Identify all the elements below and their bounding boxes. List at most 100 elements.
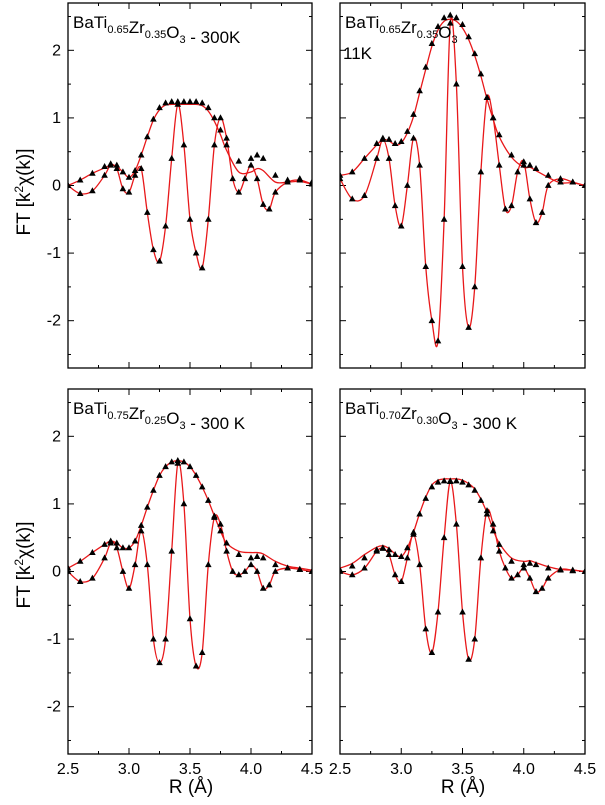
oscillation-data-point <box>198 649 206 656</box>
envelope-data-point <box>168 458 175 465</box>
envelope-data-point <box>76 176 84 183</box>
oscillation-data-point <box>495 161 503 168</box>
envelope-data-point <box>483 510 491 517</box>
oscillation-data-point <box>137 527 145 534</box>
envelope-data-point <box>205 496 212 503</box>
oscillation-data-point <box>459 263 466 270</box>
envelope-data-point <box>348 168 356 175</box>
x-axis-label-left: R (Å) <box>169 777 213 798</box>
envelope-data-point <box>557 178 564 185</box>
envelope-data-point <box>186 463 194 470</box>
oscillation-data-point <box>404 181 411 188</box>
x-tick-label: 4.0 <box>240 761 262 778</box>
oscillation-data-point <box>272 567 279 574</box>
envelope-data-point <box>259 554 267 561</box>
oscillation-data-point <box>186 215 194 222</box>
oscillation-data-point <box>131 171 139 178</box>
oscillation-data-point <box>495 547 503 554</box>
oscillation-data-point <box>76 578 84 585</box>
oscillation-data-point <box>144 208 151 215</box>
envelope-data-point <box>101 540 108 547</box>
oscillation-data-point <box>391 571 399 578</box>
envelope-data-point <box>156 471 163 478</box>
envelope-data-point <box>508 151 515 158</box>
oscillation-data-point <box>508 202 515 209</box>
envelope-data-point <box>391 139 399 146</box>
y-tick-label: -2 <box>47 699 61 716</box>
oscillation-data-point <box>168 547 175 554</box>
oscillation-data-point <box>569 566 577 573</box>
envelope-data-point <box>410 110 417 117</box>
envelope-data-point <box>422 63 430 70</box>
oscillation-data-point <box>557 565 564 572</box>
oscillation-data-point <box>340 567 344 574</box>
oscillation-data-point <box>422 625 430 632</box>
oscillation-data-point <box>186 615 194 622</box>
oscillation-data-point <box>397 578 405 585</box>
fit-oscillation-line <box>340 16 585 348</box>
oscillation-data-point <box>502 205 509 212</box>
envelope-data-point <box>508 557 515 564</box>
envelope-data-point <box>119 168 127 175</box>
oscillation-data-point <box>259 200 267 207</box>
oscillation-data-point <box>174 100 182 107</box>
oscillation-data-point <box>156 659 163 666</box>
oscillation-data-point <box>156 257 163 264</box>
y-axis-label-top: FT [k2χ(k)] <box>12 148 35 235</box>
panel-title: BaTi0.75Zr0.25O3 - 300 K <box>73 399 246 433</box>
envelope-data-point <box>385 135 393 142</box>
oscillation-data-point <box>538 208 546 215</box>
envelope-data-point <box>532 165 540 172</box>
envelope-data-point <box>150 115 157 122</box>
oscillation-data-point <box>440 534 448 541</box>
envelope-data-point <box>223 539 230 546</box>
oscillation-data-point <box>465 323 472 330</box>
envelope-data-point <box>89 169 96 176</box>
fit-envelope-line <box>68 459 312 571</box>
envelope-data-point <box>416 510 423 517</box>
oscillation-data-point <box>434 608 442 615</box>
oscillation-data-point <box>379 135 387 142</box>
y-tick-label: 0 <box>52 564 61 581</box>
oscillation-data-point <box>296 176 304 183</box>
oscillation-data-point <box>416 561 423 568</box>
oscillation-data-point <box>284 564 291 571</box>
envelope-data-point <box>465 33 472 40</box>
oscillation-data-point <box>259 584 267 591</box>
y-tick-label: -2 <box>47 313 61 330</box>
envelope-data-point <box>404 544 411 551</box>
oscillation-data-point <box>544 181 552 188</box>
oscillation-data-point <box>385 154 393 161</box>
oscillation-data-point <box>502 564 509 571</box>
y-tick-label: 1 <box>52 496 61 513</box>
envelope-data-point <box>361 154 368 161</box>
envelope-data-point <box>272 561 279 568</box>
envelope-data-point <box>385 546 393 553</box>
envelope-data-point <box>235 551 243 558</box>
oscillation-data-point <box>144 561 151 568</box>
oscillation-data-point <box>107 161 114 168</box>
envelope-data-point <box>247 554 255 561</box>
envelope-data-point <box>520 161 528 168</box>
oscillation-data-point <box>205 215 212 222</box>
oscillation-data-point <box>229 567 236 574</box>
oscillation-data-point <box>410 134 417 141</box>
envelope-data-point <box>223 141 230 148</box>
oscillation-data-point <box>397 222 405 229</box>
envelope-data-point <box>272 171 279 178</box>
envelope-data-point <box>144 133 151 140</box>
oscillation-data-point <box>446 19 454 26</box>
envelope-data-point <box>373 139 381 146</box>
envelope-data-point <box>544 564 552 571</box>
oscillation-data-point <box>241 567 249 574</box>
envelope-data-point <box>235 157 243 164</box>
oscillation-data-point <box>137 165 145 172</box>
oscillation-data-point <box>68 181 72 188</box>
oscillation-data-point <box>266 581 273 588</box>
envelope-data-point <box>76 557 84 564</box>
oscillation-data-point <box>162 222 169 229</box>
oscillation-data-point <box>76 190 84 197</box>
oscillation-data-point <box>465 655 472 662</box>
envelope-data-point <box>434 23 442 30</box>
